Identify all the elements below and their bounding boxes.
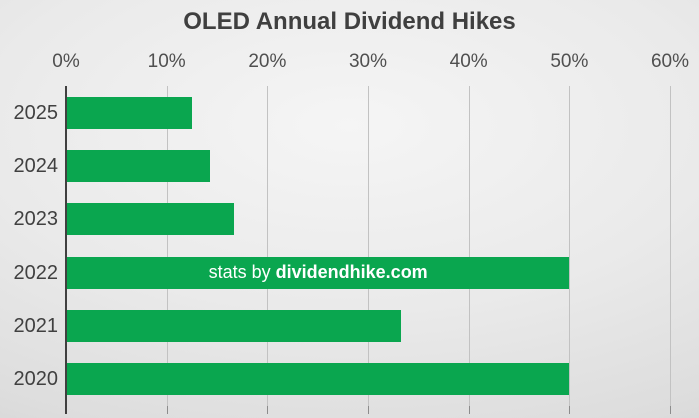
y-axis-line — [65, 86, 67, 414]
gridline — [166, 86, 168, 406]
category-label-2020: 2020 — [13, 368, 59, 391]
bar-2022: stats by dividendhike.com — [67, 256, 570, 289]
bar-2023 — [67, 203, 235, 236]
axis-tick-mark — [368, 406, 369, 414]
gridline — [670, 86, 671, 406]
x-axis-tick-label: 0% — [52, 51, 80, 72]
x-axis-tick-label: 20% — [248, 51, 287, 72]
category-label-2021: 2021 — [13, 315, 59, 337]
axis-tick-mark — [670, 406, 671, 414]
watermark-prefix: stats by — [208, 262, 276, 283]
axis-tick-mark — [267, 406, 269, 414]
x-axis-tick-label: 30% — [348, 51, 388, 72]
x-axis-tick-label: 10% — [147, 51, 186, 72]
gridline — [267, 86, 269, 406]
watermark-text: stats by dividendhike.com — [209, 262, 428, 283]
axis-tick-mark — [468, 406, 470, 414]
gridline — [468, 86, 470, 406]
chart-title: OLED Annual Dividend Hikes — [183, 8, 516, 35]
watermark-site-name: dividendhike.com — [275, 262, 428, 283]
bar-2025 — [67, 96, 192, 129]
bar-2024 — [67, 150, 210, 182]
axis-tick-mark — [166, 406, 168, 414]
bar-2021 — [67, 310, 402, 342]
bar-2020 — [67, 363, 570, 396]
category-label-2025: 2025 — [13, 101, 59, 124]
axis-tick-mark — [569, 406, 571, 414]
category-label-2022: 2022 — [13, 261, 59, 284]
category-label-2023: 2023 — [13, 208, 59, 231]
gridline — [368, 86, 369, 406]
x-axis-tick-label: 40% — [449, 51, 488, 72]
gridline — [569, 86, 571, 406]
x-axis-tick-label: 60% — [650, 51, 690, 72]
x-axis-tick-label: 50% — [550, 51, 589, 72]
category-label-2024: 2024 — [13, 155, 59, 177]
